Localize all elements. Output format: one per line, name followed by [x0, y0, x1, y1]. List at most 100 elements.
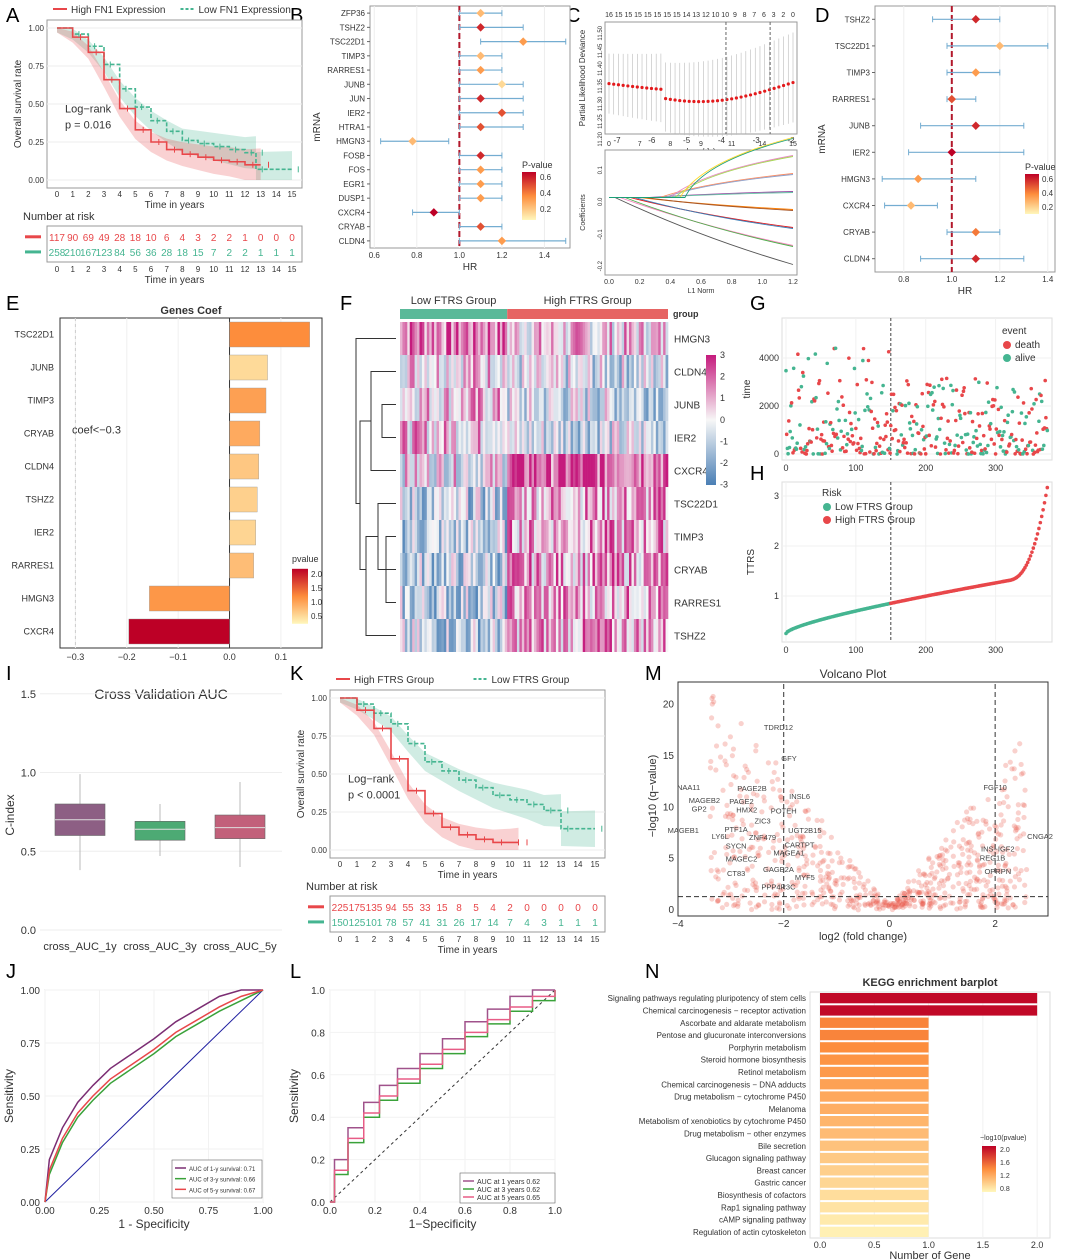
pvalue-colorbar [982, 1146, 996, 1192]
risk-x-tick: 11 [523, 935, 532, 944]
volcano-point [799, 890, 806, 896]
heatmap-cell [638, 454, 642, 487]
y-axis-label: Coefficients [580, 194, 587, 231]
heatmap-cell [409, 454, 413, 487]
risk-count-high: 117 [49, 233, 65, 244]
heatmap-cell [575, 586, 579, 619]
legend-title: −log10(pvalue) [980, 1135, 1027, 1142]
death-point [1030, 407, 1034, 411]
risk-count-high: 8 [456, 903, 462, 914]
coef-path [609, 155, 794, 198]
heatmap-cell [502, 322, 506, 355]
cv-mean-point [786, 82, 790, 86]
risk-count-low: 125 [349, 918, 366, 929]
death-point [851, 441, 856, 445]
alive-point [891, 408, 895, 413]
gene-annotation: POTEH [771, 806, 797, 815]
volcano-point [962, 817, 968, 823]
heatmap-cell [560, 520, 564, 553]
volcano-point [977, 878, 983, 884]
hr-point [476, 51, 485, 61]
volcano-point [946, 893, 952, 899]
heatmap-cell [655, 619, 659, 652]
death-point [1016, 395, 1020, 399]
volcano-point [715, 723, 721, 729]
volcano-point [959, 824, 965, 830]
death-point [916, 431, 921, 436]
risk-count-high: 94 [385, 903, 397, 914]
legend-title: event [1002, 326, 1027, 337]
risk-count-low: 123 [96, 248, 113, 259]
volcano-point [744, 766, 750, 773]
x-tick-label: -2 [787, 136, 795, 145]
volcano-point [1015, 825, 1021, 831]
death-point [983, 447, 987, 451]
heatmap-cell [436, 388, 440, 421]
volcano-point [1004, 847, 1010, 853]
heatmap-cell [599, 355, 603, 388]
risk-x-tick: 0 [55, 265, 60, 274]
death-point [991, 403, 996, 408]
heatmap-cell [424, 586, 428, 619]
volcano-point [742, 763, 748, 769]
heatmap-cell [502, 355, 506, 388]
heatmap-cell [407, 487, 411, 520]
heatmap-cell [560, 355, 564, 388]
heatmap-cell [609, 388, 613, 421]
volcano-point [839, 859, 845, 865]
volcano-point [939, 845, 945, 851]
death-point [901, 440, 906, 445]
hr-point [476, 165, 485, 174]
heatmap-cell [475, 388, 479, 421]
volcano-point [906, 888, 913, 894]
volcano-point [976, 864, 983, 870]
gene-annotation: REG1B [980, 854, 1005, 863]
heatmap-cell [516, 520, 520, 553]
heatmap-cell [448, 619, 452, 652]
volcano-point [928, 880, 934, 886]
death-point [1021, 401, 1026, 405]
volcano-point [799, 833, 806, 839]
heatmap-cell [551, 454, 554, 487]
heatmap-cell [560, 586, 564, 619]
volcano-point [726, 814, 732, 820]
panel-c-lasso: 16 15 15 15 15 15 15 15 14 13 12 10 10 9 8 7 6 3 2 011.2011… [578, 12, 798, 295]
heatmap-cell [650, 322, 654, 355]
risk-count-high: 225 [332, 903, 349, 914]
death-point [1035, 431, 1039, 435]
x-axis-label: Number of Gene [889, 1250, 970, 1260]
legend-tick: 0.8 [1000, 1186, 1010, 1193]
heatmap-cell [400, 586, 403, 619]
heatmap-cell [421, 322, 425, 355]
heatmap-cell [529, 553, 532, 586]
dendrogram-branch [381, 404, 396, 438]
heatmap-cell [597, 487, 601, 520]
volcano-point [1004, 888, 1010, 894]
volcano-point [916, 879, 922, 885]
risk-count-high: 4 [490, 903, 496, 914]
heatmap-cell [631, 421, 635, 454]
volcano-point [981, 877, 987, 883]
gene-annotation: MAGEC2 [726, 855, 758, 864]
gene-annotation: PAGE2B [737, 784, 766, 793]
y-tick-label: 0.00 [21, 1198, 41, 1209]
cv-mean-point [640, 85, 644, 90]
volcano-point [779, 858, 785, 864]
heatmap-cell [611, 553, 615, 586]
volcano-point [749, 802, 755, 808]
gene-label: IER2 [852, 148, 870, 157]
volcano-point [745, 867, 751, 873]
heatmap-cell [597, 520, 601, 553]
alive-point [856, 417, 861, 422]
heatmap-cell [577, 619, 581, 652]
heatmap-cell [633, 619, 637, 652]
legend-tick: 0.2 [540, 205, 552, 214]
heatmap-cell [597, 553, 601, 586]
cv-mean-point [678, 98, 682, 103]
heatmap-cell [646, 619, 649, 652]
volcano-point [818, 849, 825, 855]
heatmap-cell [665, 520, 669, 553]
volcano-point [794, 889, 800, 895]
heatmap-cell [548, 388, 552, 421]
death-point [884, 411, 889, 416]
